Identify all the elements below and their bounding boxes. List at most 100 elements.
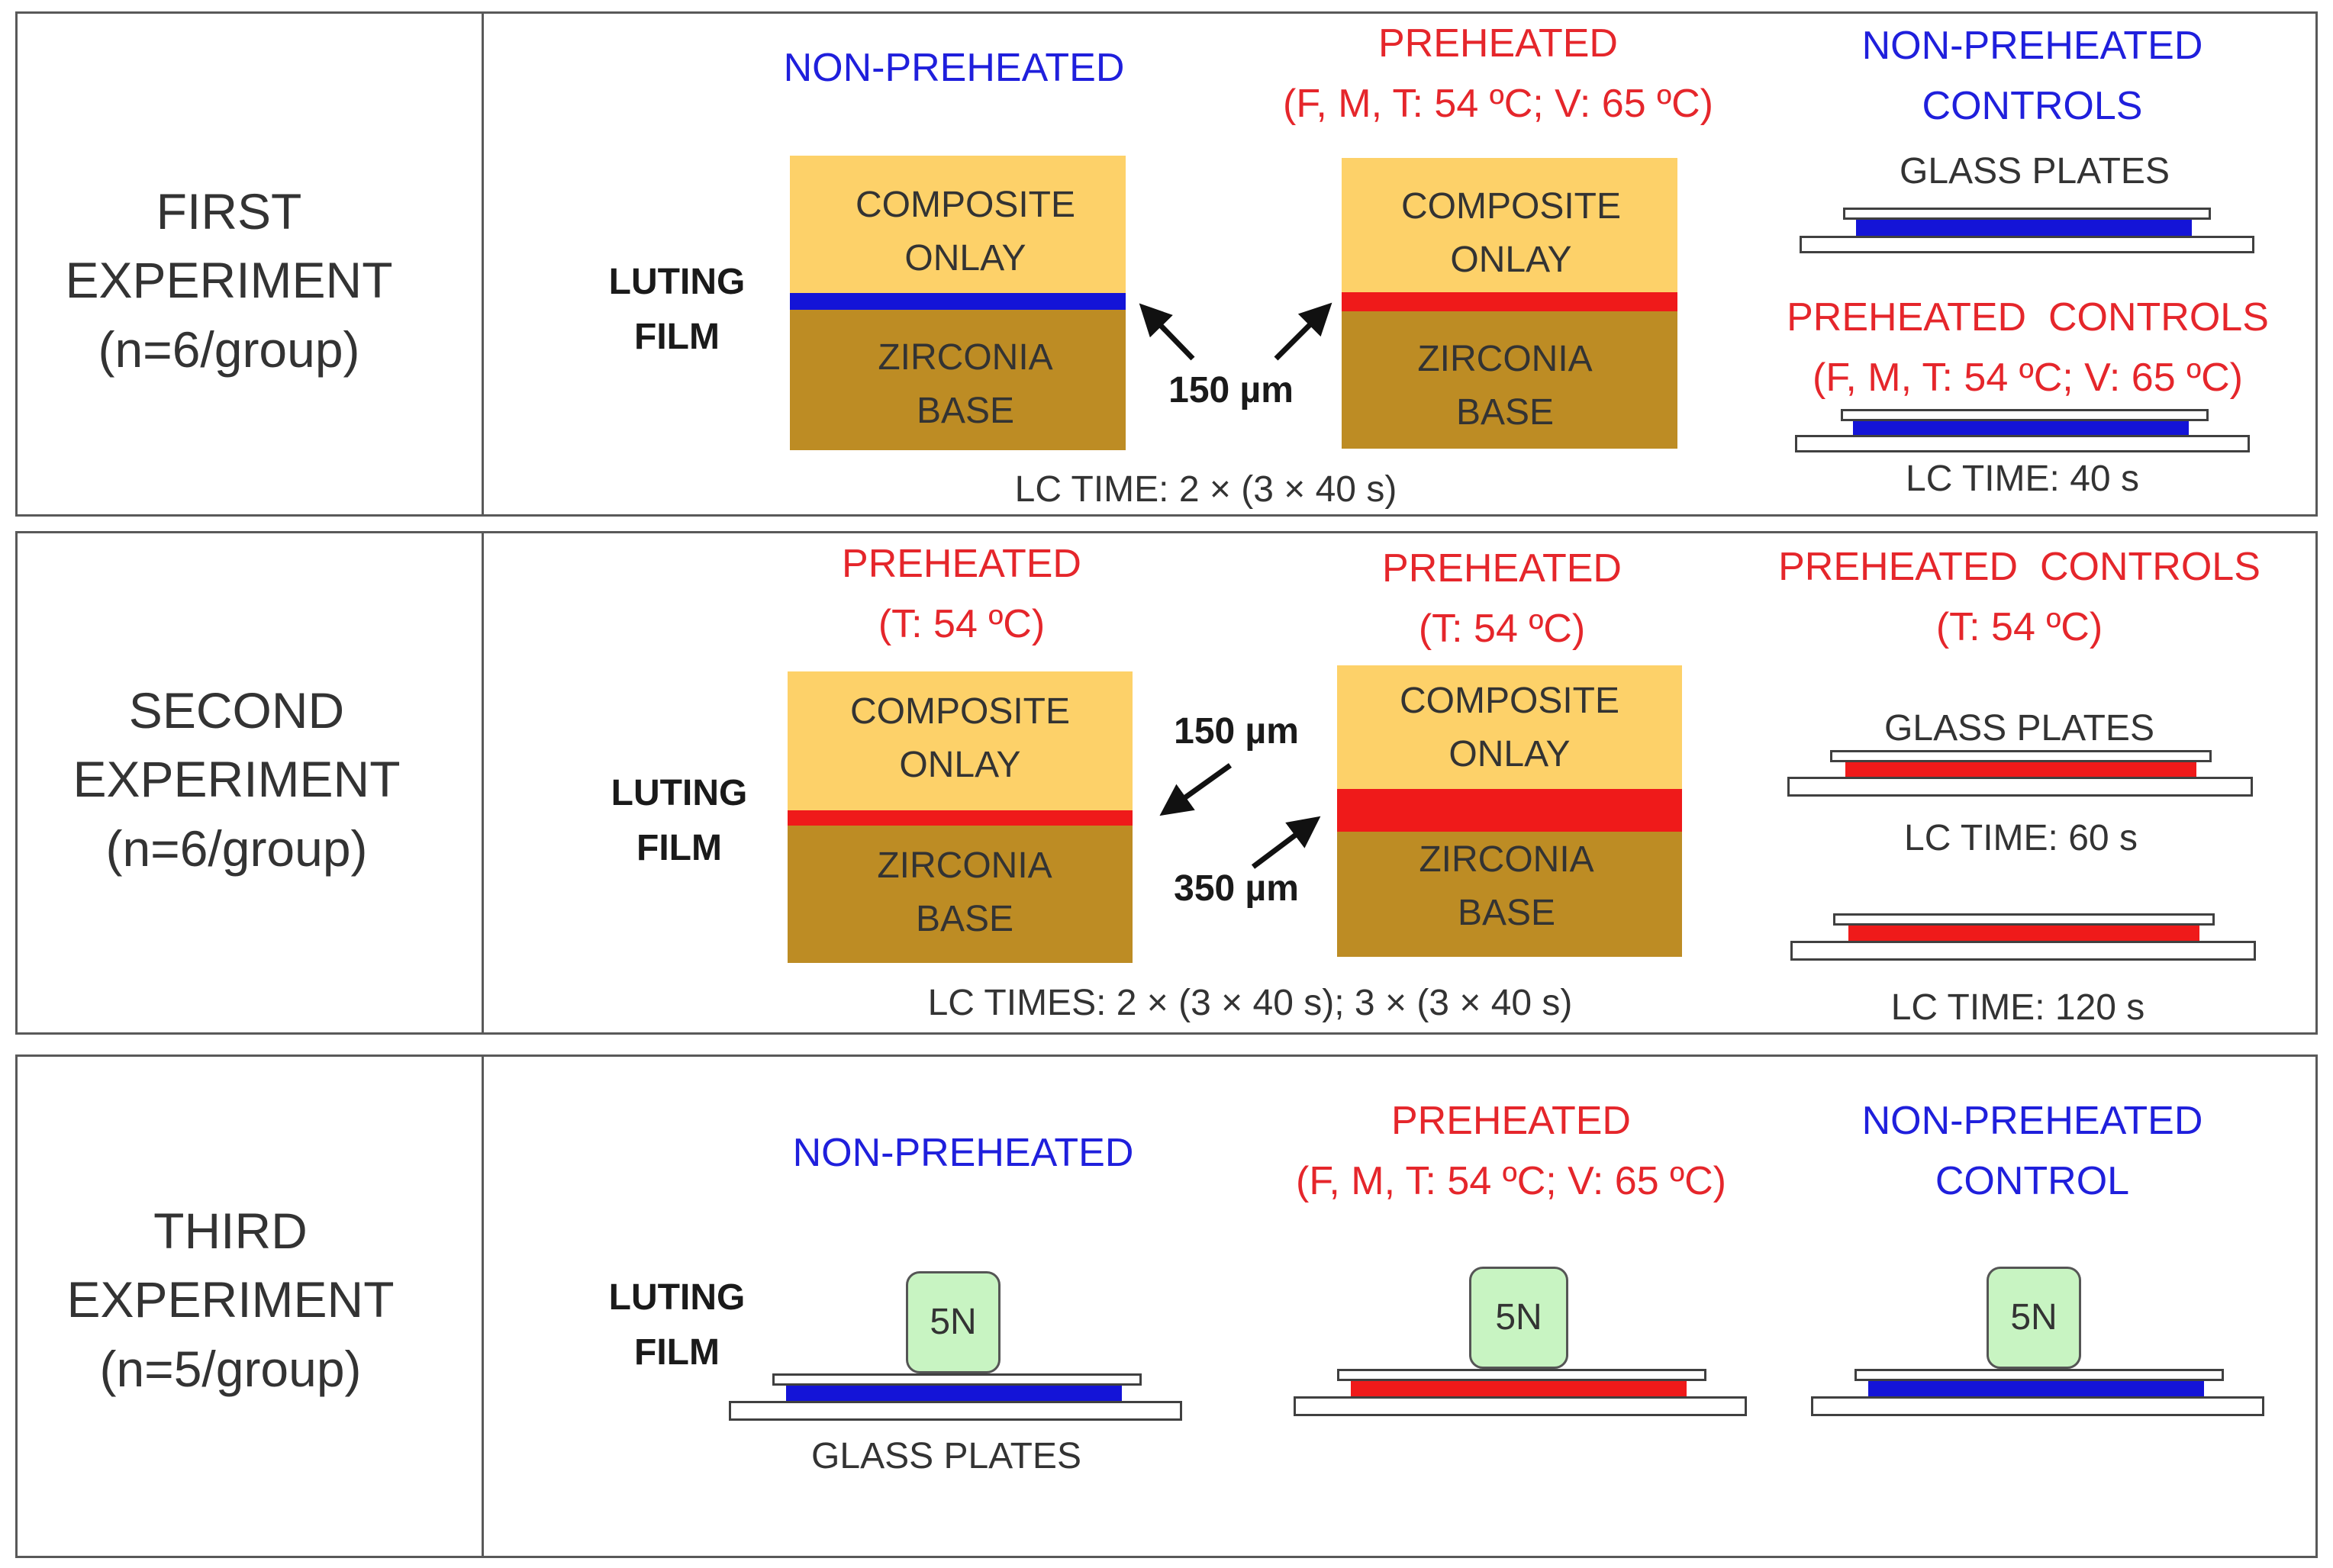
composite-onlay [788,671,1133,810]
heading-line: PREHEATED CONTROLS [1787,295,2269,340]
preheated-heading: PREHEATED (F, M, T: 54 ºC; V: 65 ºC) [1283,23,1713,124]
label-line: THIRD [153,1203,308,1259]
glass-plates-label: GLASS PLATES [811,1436,1081,1476]
preheated-heading: PREHEATED (F, M, T: 54 ºC; V: 65 ºC) [1296,1100,1726,1202]
glass-plate-top [1854,1369,2224,1381]
glass-plate-bottom [1790,941,2256,961]
label-line: EXPERIMENT [73,751,401,808]
non-preheated-control-heading: NON-PREHEATED CONTROL [1862,1100,2203,1202]
lc-time-60-label: LC TIME: 60 s [1904,818,2138,858]
label-line: (n=6/group) [105,819,368,877]
label-line: COMPOSITE [855,185,1076,225]
controls-lc-time-label: LC TIME: 40 s [1906,459,2139,499]
luting-film-label: LUTING FILM [609,262,746,358]
heading-line: NON-PREHEATED [1861,24,2203,68]
lc-times-label: LC TIMES: 2 × (3 × 40 s); 3 × (3 × 40 s) [927,983,1573,1023]
heading-line: PREHEATED [1378,21,1618,66]
glass-plate-bottom [729,1401,1182,1421]
luting-film-non-preheated [790,293,1126,310]
panel-divider [482,1057,484,1556]
label-line: COMPOSITE [1400,186,1622,227]
glass-plate-bottom [1795,435,2250,452]
non-preheated-heading: NON-PREHEATED [792,1131,1134,1175]
label-line: EXPERIMENT [65,252,393,309]
glass-plate-bottom [1800,236,2254,253]
weight-label: 5N [1495,1297,1542,1338]
heading-line: PREHEATED [1382,546,1622,591]
second-experiment-label: SECOND EXPERIMENT (n=6/group) [73,676,400,883]
glass-plate-bottom [1294,1396,1747,1416]
label-line: LUTING [608,1277,746,1318]
composite-onlay [1337,665,1682,789]
glass-plate-top [772,1373,1142,1386]
heading-line: PREHEATED [842,542,1081,586]
luting-film-preheated [1845,762,2196,777]
label-line: BASE [1457,893,1556,934]
heading-line: PREHEATED [1391,1099,1631,1143]
luting-film-preheated [1351,1381,1687,1396]
label-line: ZIRCONIA [1417,339,1593,379]
glass-plate-bottom [1787,777,2253,797]
onlay-label: COMPOSITE ONLAY [1400,186,1622,281]
film-thickness-350-label: 350 µm [1174,868,1299,909]
luting-film-non-preheated [1853,421,2189,435]
lc-time-120-label: LC TIME: 120 s [1890,987,2145,1028]
weight-5n [906,1271,1001,1373]
arrow-to-350-film [1251,816,1321,869]
zirconia-base [1337,832,1682,957]
label-line: ZIRCONIA [878,337,1053,378]
non-preheated-controls-heading: NON-PREHEATED CONTROLS [1862,25,2203,127]
label-line: ZIRCONIA [877,845,1052,886]
label-line: LUTING [611,773,748,813]
heading-line: NON-PREHEATED [1861,1099,2203,1143]
heading-line: (T: 54 ºC) [1418,606,1586,651]
label-line: ONLAY [1448,734,1571,775]
label-line: ONLAY [1450,240,1572,281]
label-line: EXPERIMENT [66,1271,395,1328]
luting-film-label: LUTING FILM [611,774,748,868]
base-label: ZIRCONIA BASE [1419,840,1593,934]
onlay-label: COMPOSITE ONLAY [849,691,1071,785]
luting-film-preheated [1848,926,2199,941]
heading-line: (F, M, T: 54 ºC; V: 65 ºC) [1813,355,2243,400]
glass-plate-top [1841,409,2209,421]
preheated-heading-left: PREHEATED (T: 54 ºC) [842,543,1081,645]
weight-5n [1987,1267,2081,1369]
glass-plate-top [1830,750,2212,762]
label-line: SECOND [128,682,345,739]
onlay-label: COMPOSITE ONLAY [855,185,1076,279]
panel-divider [482,533,484,1032]
weight-label: 5N [930,1302,977,1342]
lc-time-label: LC TIME: 2 × (3 × 40 s) [1014,469,1397,510]
label-line: FILM [634,317,720,358]
zirconia-base [1342,311,1677,449]
label-line: COMPOSITE [849,691,1071,732]
luting-film-350 [1337,789,1682,832]
heading-line: CONTROL [1935,1158,2130,1203]
weight-label: 5N [2010,1297,2057,1338]
onlay-label: COMPOSITE ONLAY [1400,681,1619,775]
panel-divider [482,14,484,514]
film-thickness-150-label: 150 µm [1174,711,1299,752]
luting-film-preheated [1342,292,1677,311]
arrow-to-non-preheated-film [1139,303,1195,361]
heading-line: PREHEATED CONTROLS [1778,545,2260,589]
film-thickness-label: 150 µm [1168,370,1294,411]
luting-film-label: LUTING FILM [608,1277,746,1373]
non-preheated-heading: NON-PREHEATED [783,46,1125,90]
label-line: ONLAY [904,238,1026,279]
weight-5n [1469,1267,1568,1369]
heading-line: CONTROLS [1922,83,2143,128]
glass-plate-top [1843,208,2211,220]
label-line: FILM [634,1332,720,1373]
heading-line: (F, M, T: 54 ºC; V: 65 ºC) [1283,81,1713,126]
label-line: BASE [916,391,1015,432]
label-line: (n=5/group) [99,1340,362,1397]
arrow-to-150-film [1159,763,1233,816]
label-line: BASE [1455,392,1555,433]
label-line: (n=6/group) [98,320,360,378]
preheated-controls-heading: PREHEATED CONTROLS (T: 54 ºC) [1778,546,2260,648]
arrow-to-preheated-film [1274,302,1332,361]
base-label: ZIRCONIA BASE [1417,340,1592,433]
zirconia-base [790,310,1126,450]
